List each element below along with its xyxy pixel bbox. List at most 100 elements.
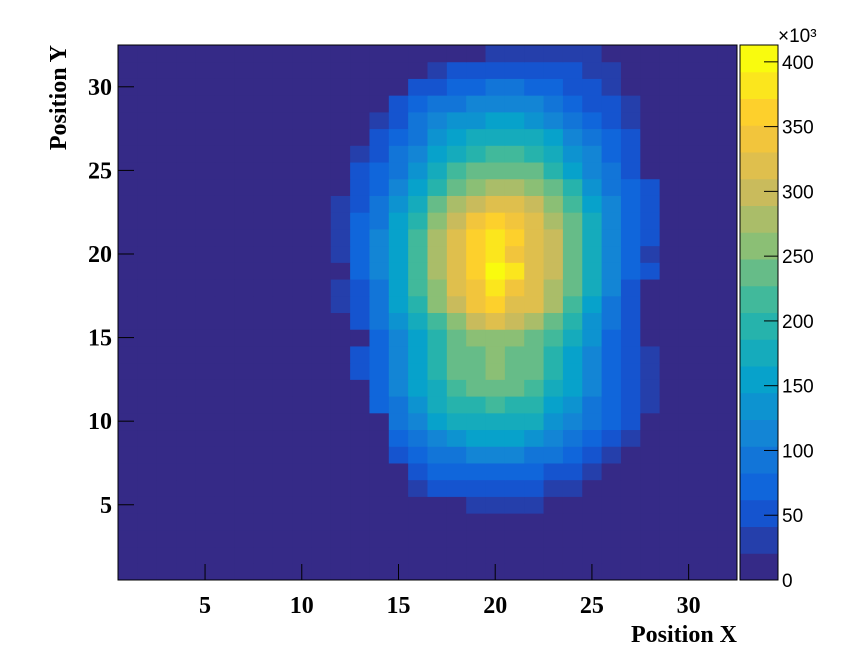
heatmap-cell: [350, 295, 370, 313]
heatmap-cell: [582, 145, 603, 163]
heatmap-cell: [156, 429, 177, 447]
heatmap-cell: [446, 462, 467, 481]
heatmap-cell: [234, 446, 254, 464]
heatmap-cell: [504, 162, 525, 180]
heatmap-cell: [620, 546, 641, 564]
heatmap-cell: [330, 312, 351, 330]
heatmap-cell: [466, 546, 487, 564]
heatmap-cell: [582, 111, 603, 130]
heatmap-cell: [234, 45, 254, 63]
heatmap-cell: [640, 145, 661, 163]
heatmap-cell: [272, 412, 293, 431]
heatmap-cell: [562, 45, 583, 63]
heatmap-cell: [408, 95, 428, 113]
heatmap-cell: [562, 446, 583, 464]
heatmap-cell: [543, 529, 564, 548]
heatmap-cell: [292, 546, 312, 564]
heatmap-cell: [272, 362, 293, 380]
heatmap-cell: [446, 228, 467, 247]
heatmap-cell: [330, 329, 351, 347]
heatmap-cell: [698, 45, 719, 63]
heatmap-cell: [330, 111, 351, 130]
heatmap-cell: [717, 228, 738, 247]
heatmap-cell: [176, 546, 196, 564]
heatmap-cell: [330, 496, 351, 514]
heatmap-cell: [388, 412, 409, 431]
heatmap-cell: [408, 513, 428, 531]
heatmap-cell: [214, 111, 235, 130]
heatmap-cell: [350, 446, 370, 464]
heatmap-cell: [562, 345, 583, 364]
heatmap-cell: [137, 513, 158, 531]
heatmap-cell: [601, 111, 622, 130]
heatmap-cell: [485, 45, 506, 63]
heatmap-cell: [504, 396, 525, 414]
heatmap-cell: [272, 529, 293, 548]
heatmap-cell: [524, 178, 545, 196]
heatmap-cell: [369, 412, 390, 431]
heatmap-cell: [717, 145, 738, 163]
heatmap-cell: [678, 128, 699, 146]
heatmap-cell: [466, 529, 487, 548]
heatmap-cell: [350, 429, 370, 447]
heatmap-cell: [408, 462, 428, 481]
heatmap-cell: [698, 128, 719, 146]
heatmap-cell: [156, 479, 177, 497]
heatmap-cell: [176, 111, 196, 130]
z-multiplier: ×10³: [778, 26, 817, 47]
heatmap-cell: [195, 78, 216, 96]
heatmap-cell: [524, 45, 545, 63]
heatmap-cell: [253, 496, 274, 514]
heatmap-cell: [214, 195, 235, 213]
heatmap-cell: [485, 462, 506, 481]
heatmap-cell: [678, 78, 699, 96]
heatmap-cell: [562, 162, 583, 180]
heatmap-cell: [659, 178, 680, 196]
heatmap-cell: [640, 345, 661, 364]
heatmap-cell: [485, 279, 506, 297]
heatmap-cell: [311, 128, 332, 146]
heatmap-cell: [118, 429, 138, 447]
heatmap-cell: [601, 228, 622, 247]
heatmap-cell: [292, 329, 312, 347]
heatmap-cell: [292, 312, 312, 330]
heatmap-cell: [698, 479, 719, 497]
heatmap-cell: [504, 379, 525, 397]
heatmap-cell: [427, 329, 448, 347]
heatmap-cell: [504, 195, 525, 213]
heatmap-cell: [253, 479, 274, 497]
heatmap-cell: [446, 529, 467, 548]
heatmap-cell: [408, 312, 428, 330]
heatmap-cell: [446, 446, 467, 464]
heatmap-cell: [272, 128, 293, 146]
heatmap-cell: [485, 145, 506, 163]
heatmap-cell: [311, 462, 332, 481]
heatmap-cell: [562, 513, 583, 531]
heatmap-cell: [118, 513, 138, 531]
heatmap-cell: [137, 128, 158, 146]
heatmap-cell: [601, 412, 622, 431]
heatmap-cell: [408, 362, 428, 380]
heatmap-cell: [253, 128, 274, 146]
heatmap-cell: [620, 362, 641, 380]
heatmap-cell: [176, 529, 196, 548]
heatmap-cell: [485, 446, 506, 464]
heatmap-cell: [659, 61, 680, 79]
heatmap-cell: [408, 396, 428, 414]
heatmap-cell: [620, 462, 641, 481]
heatmap-cell: [620, 95, 641, 113]
colorbar-tick-label: 200: [782, 312, 814, 333]
heatmap-cell: [350, 128, 370, 146]
heatmap-cell: [717, 345, 738, 364]
heatmap-cell: [272, 546, 293, 564]
heatmap-cell: [466, 312, 487, 330]
heatmap-cell: [311, 295, 332, 313]
heatmap-cell: [311, 396, 332, 414]
heatmap-cell: [118, 145, 138, 163]
heatmap-cell: [253, 429, 274, 447]
heatmap-cell: [195, 345, 216, 364]
heatmap-cell: [408, 345, 428, 364]
heatmap-cell: [543, 279, 564, 297]
heatmap-cell: [698, 496, 719, 514]
heatmap-cell: [311, 563, 332, 581]
